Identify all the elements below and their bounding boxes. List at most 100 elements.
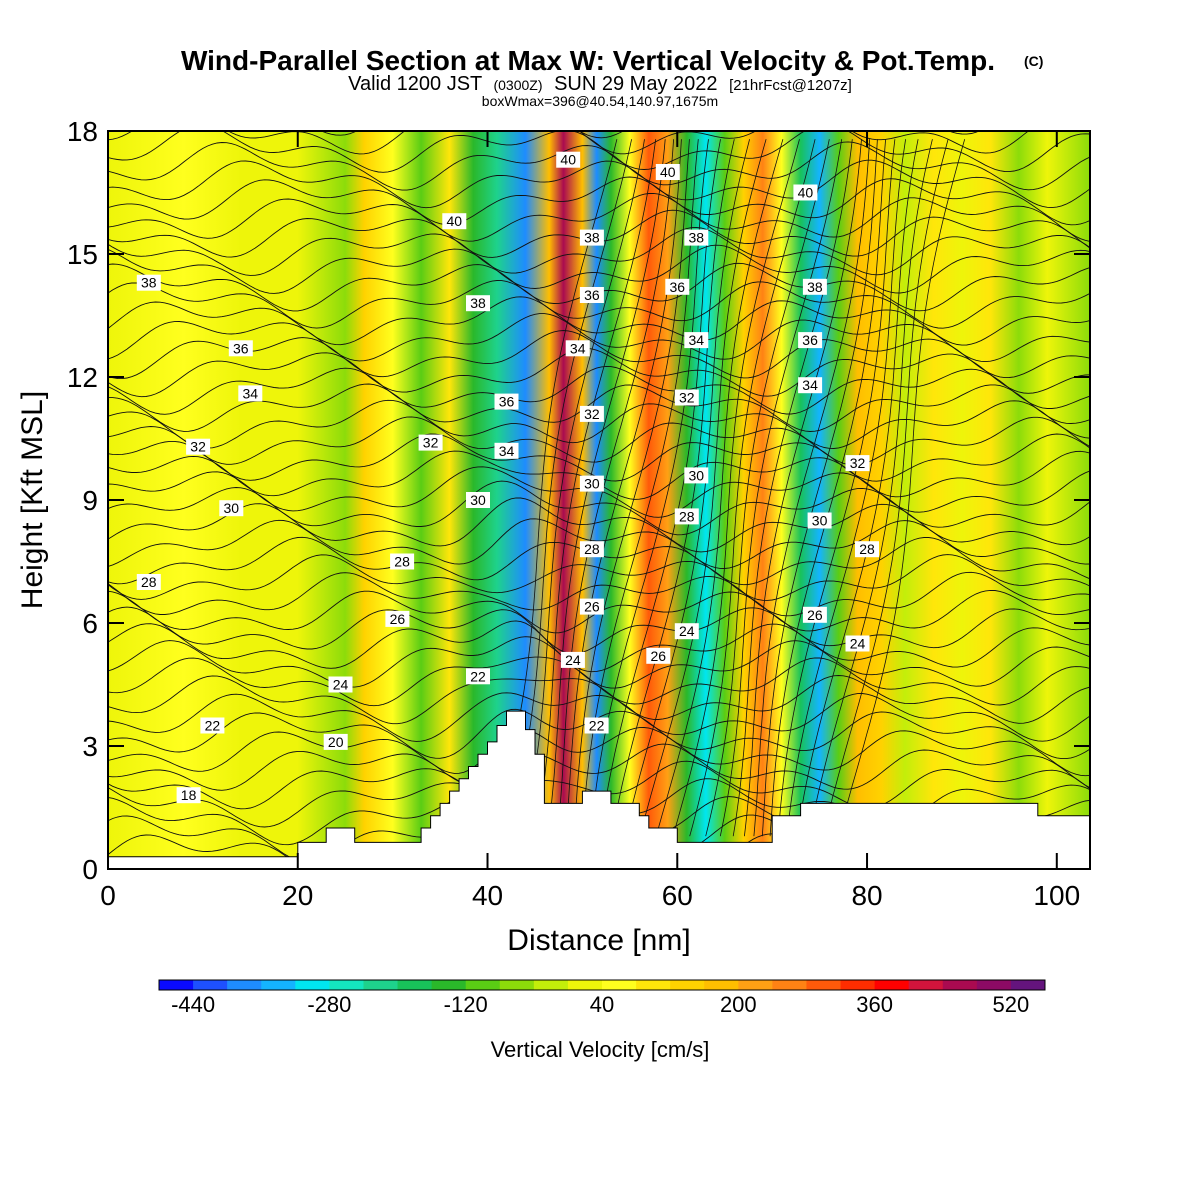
theta-contour-line (744, 139, 862, 837)
theta-label-text: 22 (205, 718, 221, 734)
theta-label: 34 (798, 377, 823, 394)
theta-label: 30 (684, 467, 709, 484)
theta-label-text: 34 (243, 385, 259, 401)
x-tick-label: 40 (472, 880, 503, 911)
theta-label: 30 (807, 512, 832, 529)
theta-label: 24 (328, 676, 353, 693)
theta-label-text: 32 (423, 435, 439, 451)
theta-label: 40 (442, 213, 467, 230)
colorbar-label: Vertical Velocity [cm/s] (491, 1037, 710, 1062)
theta-label-text: 30 (584, 476, 600, 492)
theta-label-text: 24 (679, 623, 695, 639)
y-tick-label: 6 (82, 608, 98, 639)
theta-contour-line (320, 131, 981, 139)
colorbar-swatch (363, 980, 398, 990)
colorbar-tick-label: 360 (856, 992, 893, 1017)
y-axis-label: Height [Kft MSL] (16, 391, 49, 609)
theta-contour-line (108, 347, 1090, 398)
theta-label-text: 38 (141, 275, 157, 291)
colorbar-swatch (602, 980, 637, 990)
colorbar-swatch (431, 980, 467, 990)
colorbar-swatch (193, 980, 228, 990)
theta-label: 24 (845, 635, 870, 652)
theta-label: 22 (200, 717, 225, 734)
theta-label: 36 (494, 393, 519, 410)
colorbar-swatch (636, 980, 671, 990)
theta-contour-line (611, 139, 735, 837)
theta-contour-line (108, 620, 1090, 673)
theta-contour-line (108, 141, 1090, 191)
colorbar-swatch (908, 980, 944, 990)
colorbar-swatch (874, 980, 910, 990)
theta-label-text: 28 (394, 554, 410, 570)
theta-label-text: 20 (328, 734, 344, 750)
colorbar-swatch (976, 980, 1012, 990)
terrain-outline (108, 710, 1090, 869)
x-tick-label: 20 (282, 880, 313, 911)
theta-contour-line (108, 636, 1090, 689)
theta-label-text: 28 (859, 541, 875, 557)
theta-label-text: 24 (565, 652, 581, 668)
theta-label-text: 34 (570, 340, 586, 356)
theta-contour-line (761, 139, 878, 837)
theta-label-text: 18 (181, 787, 197, 803)
theta-contour-line (108, 296, 1090, 346)
x-tick-label: 100 (1033, 880, 1080, 911)
theta-contours (108, 131, 1090, 869)
colorbar-swatch (806, 980, 841, 990)
theta-label: 24 (560, 651, 585, 668)
colorbar-swatch (704, 980, 739, 990)
theta-contour-line (108, 497, 1090, 553)
colorbar-swatch (772, 980, 807, 990)
theta-label: 38 (136, 274, 161, 291)
theta-label: 34 (238, 385, 263, 402)
colorbar-tick-label: -440 (171, 992, 215, 1017)
colorbar-swatch (465, 980, 501, 990)
theta-contour-line (108, 176, 1090, 226)
theta-label: 30 (466, 492, 490, 508)
theta-contour-line (108, 365, 1090, 415)
theta-label-text: 22 (589, 718, 605, 734)
theta-label-text: 32 (850, 455, 866, 471)
theta-contour-line (522, 139, 645, 837)
theta-contour-line (108, 743, 1090, 791)
theta-label: 34 (565, 340, 590, 357)
theta-label: 28 (674, 508, 699, 525)
theta-contour-line (769, 139, 886, 837)
colorbar-swatch (159, 980, 194, 990)
theta-label: 32 (845, 455, 870, 472)
theta-label: 40 (556, 151, 581, 168)
theta-label-text: 28 (584, 541, 600, 557)
theta-label-text: 30 (224, 500, 240, 516)
theta-label: 18 (176, 787, 201, 804)
colorbar-swatch (738, 980, 773, 990)
x-tick-label: 0 (100, 880, 116, 911)
theta-label: 38 (684, 229, 709, 246)
theta-contour-line (108, 227, 1090, 276)
theta-label: 26 (646, 647, 671, 664)
colorbar-swatch (227, 980, 262, 990)
chart-subtitle: Valid 1200 JST (0300Z) SUN 29 May 2022 [… (348, 73, 852, 95)
y-tick-label: 3 (82, 731, 98, 762)
forecast-info: [21hrFcst@1207z] (729, 77, 852, 94)
colorbar-tick-label: 200 (720, 992, 757, 1017)
theta-label: 36 (228, 340, 253, 357)
theta-label: 34 (684, 332, 709, 349)
theta-label: 30 (219, 500, 244, 517)
colorbar-tick-label: 520 (993, 992, 1030, 1017)
theta-label-text: 40 (447, 213, 463, 229)
theta-label: 38 (579, 229, 604, 246)
box-wmax-info: boxWmax=396@40.54,140.97,1675m (482, 93, 718, 109)
theta-contour-line (732, 139, 853, 837)
theta-label: 32 (674, 389, 699, 406)
theta-label: 36 (798, 332, 823, 349)
theta-contour-line (108, 131, 1030, 155)
theta-contour-line (838, 139, 966, 837)
theta-label-text: 34 (689, 332, 705, 348)
theta-label: 34 (494, 442, 519, 459)
theta-label: 40 (793, 184, 818, 201)
theta-contour-line (672, 139, 800, 837)
theta-label: 28 (855, 541, 879, 558)
theta-contour-line (108, 280, 1090, 329)
